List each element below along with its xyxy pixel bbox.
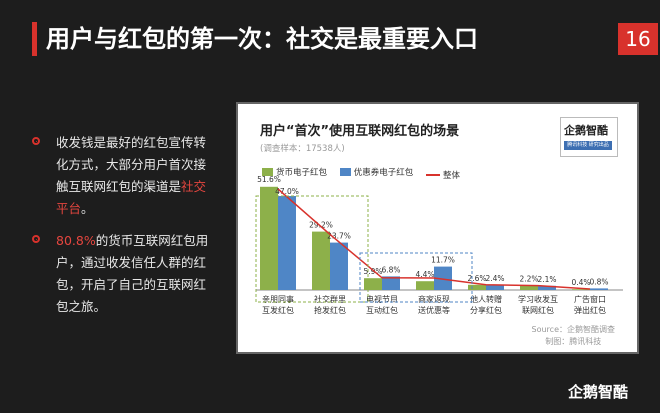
chart-title: 用户“首次”使用互联网红包的场景 [260, 124, 460, 139]
overall-line [277, 188, 591, 290]
logo-text: 企鹅智酷 [564, 124, 608, 137]
legend-swatch [262, 168, 273, 176]
para2-highlight: 80.8% [56, 233, 96, 248]
chart-card: 用户“首次”使用互联网红包的场景 (调查样本：17538人) 企鹅智酷 腾讯科技… [236, 102, 639, 354]
left-text-block: 收发钱是最好的红包宣传转化方式，大部分用户首次接触互联网红包的渠道是社交平台。 … [30, 132, 216, 328]
category-label: 互动红包 [366, 305, 398, 315]
data-label: 2.2% [519, 275, 538, 284]
chart-legend: 货币电子红包 优惠券电子红包 整体 [262, 166, 470, 181]
bar-currency [468, 284, 486, 290]
bar-currency [260, 186, 278, 290]
category-label: 抢发红包 [314, 305, 346, 315]
legend-label: 优惠券电子红包 [353, 168, 414, 178]
data-label: 0.4% [571, 278, 590, 287]
title-accent-bar [32, 22, 37, 56]
social-highlight-box [255, 195, 369, 303]
legend-item-2: 优惠券电子红包 [339, 166, 414, 178]
category-label: 送优惠等 [418, 305, 450, 315]
bar-coupon [538, 285, 556, 290]
bar-coupon [590, 288, 608, 290]
category-label: 联网红包 [522, 305, 554, 315]
para1-highlight: 社交平台 [56, 179, 207, 216]
data-label: 4.4% [415, 270, 434, 279]
brand-footer: 企鹅智酷 [568, 383, 629, 401]
slide-title: 用户与红包的第一次：社交是最重要入口 [46, 25, 478, 53]
logo-strip: 腾讯科技 研究出品 [564, 141, 612, 150]
category-label: 学习收发互 [518, 294, 558, 304]
category-label: 亲朋同事 [262, 294, 294, 304]
chart-subtitle: (调查样本：17538人) [260, 144, 345, 154]
bar-coupon [382, 276, 400, 290]
bar-currency [364, 278, 382, 290]
para1-end: 。 [81, 201, 94, 216]
para1-text: 收发钱是最好的红包宣传转化方式，大部分用户首次接触互联网红包的渠道是 [56, 135, 207, 194]
category-label: 商家返现 [418, 294, 450, 304]
data-label: 5.9% [363, 267, 382, 276]
data-label: 47.0% [275, 187, 299, 196]
paragraph-2: 80.8%的货币互联网红包用户，通过收发信任人群的红包，开启了自己的互联网红包之… [30, 230, 216, 318]
page-number: 16 [618, 23, 658, 55]
legend-item-1: 货币电子红包 [262, 166, 327, 178]
source-note: Source：企鹅智酷调查 制图：腾讯科技 [532, 324, 615, 348]
bar-currency [416, 281, 434, 290]
bar-currency [572, 289, 590, 290]
bar-coupon [486, 285, 504, 290]
paragraph-1: 收发钱是最好的红包宣传转化方式，大部分用户首次接触互联网红包的渠道是社交平台。 [30, 132, 216, 220]
bar-coupon [330, 242, 348, 290]
data-label: 51.6% [257, 175, 281, 184]
category-label: 互发红包 [262, 305, 294, 315]
bullet-icon [32, 235, 40, 243]
bar-coupon [434, 266, 452, 290]
data-label: 23.7% [327, 232, 351, 241]
category-label: 广告窗口 [574, 294, 606, 304]
data-label: 11.7% [431, 256, 455, 265]
category-label: 社交群里 [314, 294, 346, 304]
bar-currency [520, 285, 538, 290]
data-label: 2.4% [485, 274, 504, 283]
data-label: 29.2% [309, 221, 333, 230]
legend-label: 货币电子红包 [276, 168, 328, 178]
category-label: 分享红包 [470, 305, 502, 315]
category-label: 他人转赠 [470, 294, 502, 304]
data-label: 6.8% [381, 265, 400, 274]
para2-text: 的货币互联网红包用户，通过收发信任人群的红包，开启了自己的互联网红包之旅。 [56, 233, 209, 314]
legend-swatch [339, 168, 351, 176]
category-label: 弹出红包 [574, 305, 606, 315]
source-line: Source：企鹅智酷调查 [531, 325, 615, 334]
legend-item-3: 整体 [425, 169, 460, 181]
data-label: 2.6% [467, 274, 486, 283]
bar-coupon [278, 196, 296, 290]
category-label: 电视节目 [366, 294, 398, 304]
credit-line: 制图：腾讯科技 [545, 337, 602, 346]
bar-currency [312, 231, 330, 290]
brand-logo: 企鹅智酷 腾讯科技 研究出品 [560, 117, 618, 157]
data-label: 0.8% [589, 277, 608, 286]
data-label: 2.1% [537, 275, 556, 284]
legend-label: 整体 [442, 171, 460, 181]
legend-line [425, 174, 440, 176]
bullet-icon [32, 137, 40, 145]
merchant-highlight-box [359, 252, 473, 303]
